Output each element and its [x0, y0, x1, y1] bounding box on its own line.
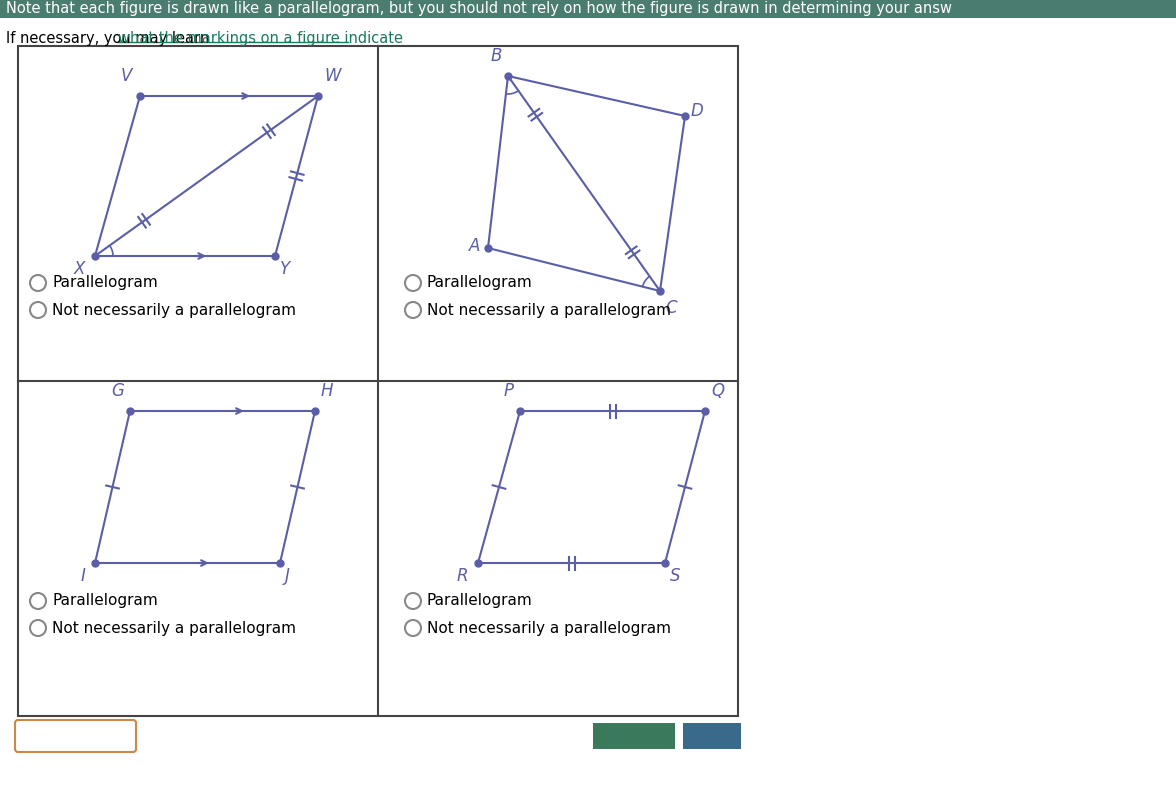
Text: Note that each figure is drawn like a parallelogram, but you should not rely on : Note that each figure is drawn like a pa…: [6, 2, 953, 16]
Text: I: I: [80, 567, 85, 585]
Text: G: G: [111, 382, 123, 400]
Text: Not necessarily a parallelogram: Not necessarily a parallelogram: [52, 620, 296, 636]
Text: W: W: [325, 67, 341, 85]
Text: If necessary, you may learn: If necessary, you may learn: [6, 31, 214, 45]
Text: Parallelogram: Parallelogram: [52, 276, 158, 290]
Text: A: A: [468, 237, 480, 255]
Text: Parallelogram: Parallelogram: [427, 276, 533, 290]
Text: what the markings on a figure indicate: what the markings on a figure indicate: [118, 31, 403, 45]
Text: J: J: [285, 567, 289, 585]
Text: R: R: [456, 567, 468, 585]
Text: Not necessarily a parallelogram: Not necessarily a parallelogram: [52, 303, 296, 317]
Text: Parallelogram: Parallelogram: [52, 594, 158, 608]
Text: V: V: [121, 67, 132, 85]
Text: B: B: [490, 47, 502, 65]
Bar: [18, 46, 739, 716]
Text: C: C: [664, 299, 676, 317]
Bar: [683, 723, 741, 749]
Text: X: X: [74, 260, 85, 278]
Text: Parallelogram: Parallelogram: [427, 594, 533, 608]
Text: Not necessarily a parallelogram: Not necessarily a parallelogram: [427, 303, 671, 317]
Text: Y: Y: [280, 260, 290, 278]
Text: H: H: [321, 382, 334, 400]
Text: Not necessarily a parallelogram: Not necessarily a parallelogram: [427, 620, 671, 636]
Bar: [0, 0, 1176, 18]
Text: D: D: [691, 102, 703, 120]
Bar: [593, 723, 675, 749]
Text: S: S: [670, 567, 681, 585]
Text: P: P: [505, 382, 514, 400]
Text: Q: Q: [711, 382, 724, 400]
FancyBboxPatch shape: [15, 720, 136, 752]
